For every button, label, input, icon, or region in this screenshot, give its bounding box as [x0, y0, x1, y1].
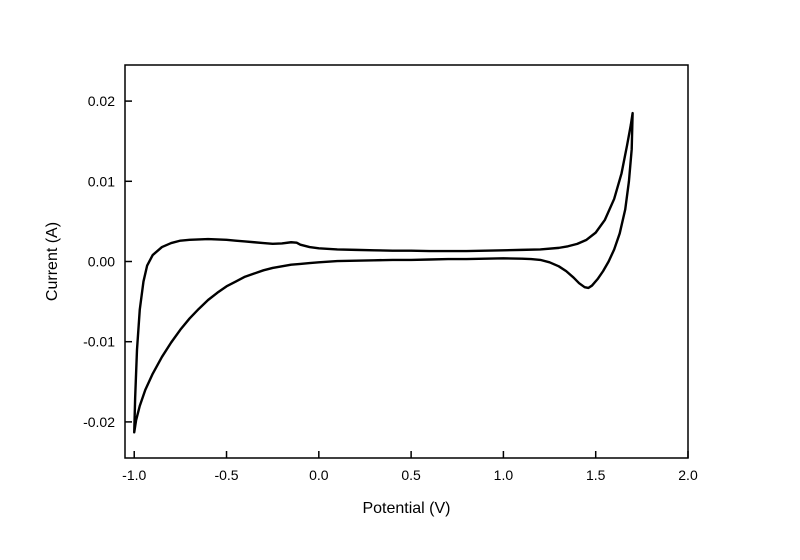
y-tick-label: 0.02	[88, 93, 115, 109]
y-tick-label: -0.01	[83, 334, 115, 350]
x-tick-label: 2.0	[678, 467, 698, 483]
y-axis-title: Current (A)	[44, 222, 61, 301]
y-tick-label: -0.02	[83, 414, 115, 430]
cv-curve	[133, 111, 634, 434]
ticks-layer: -1.0 -0.5 0.0 0.5 1.0 1.5 2.0 -0.02 -0.01 0.00 0.0…	[83, 93, 698, 483]
x-tick-label: -0.5	[214, 467, 238, 483]
x-tick-label: 1.0	[494, 467, 514, 483]
x-tick-label: 0.5	[401, 467, 421, 483]
x-axis-title: Potential (V)	[362, 500, 450, 517]
x-tick-label: 0.0	[309, 467, 329, 483]
plot-frame	[124, 64, 689, 459]
x-tick-label: 1.5	[586, 467, 606, 483]
y-tick-label: 0.01	[88, 173, 115, 189]
x-tick-label: -1.0	[122, 467, 146, 483]
y-tick-label: 0.00	[88, 254, 115, 270]
